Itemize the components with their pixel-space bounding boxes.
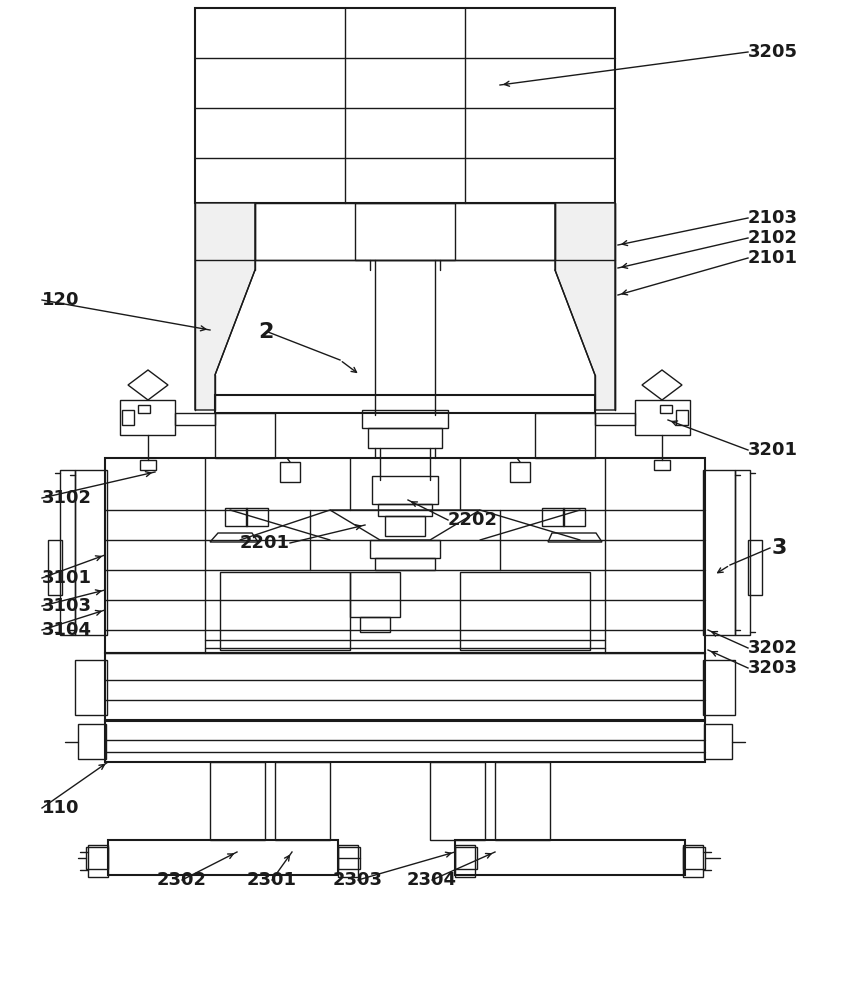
- Bar: [676, 410, 688, 425]
- Bar: [702, 660, 734, 715]
- Bar: [702, 470, 734, 635]
- Text: 2201: 2201: [240, 534, 290, 552]
- Bar: [107, 840, 338, 875]
- Bar: [105, 458, 705, 653]
- Text: 2103: 2103: [747, 209, 797, 227]
- Bar: [75, 470, 107, 635]
- Text: 2302: 2302: [157, 871, 206, 889]
- Bar: [509, 462, 530, 482]
- Text: 3: 3: [771, 538, 786, 558]
- Bar: [75, 660, 107, 715]
- Bar: [338, 847, 360, 869]
- Bar: [255, 203, 554, 260]
- Text: 110: 110: [42, 799, 79, 817]
- Bar: [105, 653, 705, 721]
- Text: 2301: 2301: [247, 871, 297, 889]
- Bar: [635, 400, 689, 435]
- Bar: [48, 540, 62, 595]
- Bar: [378, 504, 432, 516]
- Bar: [682, 847, 705, 869]
- Text: 3203: 3203: [747, 659, 797, 677]
- Text: 3202: 3202: [747, 639, 797, 657]
- Polygon shape: [194, 203, 255, 410]
- Bar: [224, 508, 247, 526]
- Text: 120: 120: [42, 291, 79, 309]
- Bar: [140, 460, 156, 470]
- Text: 2303: 2303: [333, 871, 382, 889]
- Text: 3205: 3205: [747, 43, 797, 61]
- Bar: [280, 462, 299, 482]
- Bar: [653, 460, 670, 470]
- Bar: [374, 558, 434, 570]
- Bar: [747, 540, 761, 595]
- Bar: [220, 572, 350, 650]
- Bar: [355, 203, 455, 260]
- Bar: [455, 840, 684, 875]
- Bar: [362, 410, 448, 428]
- Text: 2304: 2304: [407, 871, 456, 889]
- Bar: [595, 413, 635, 425]
- Bar: [703, 724, 731, 759]
- Bar: [455, 847, 477, 869]
- Bar: [175, 413, 215, 425]
- Bar: [369, 540, 439, 558]
- Text: 3101: 3101: [42, 569, 92, 587]
- Bar: [368, 428, 442, 448]
- Bar: [372, 476, 438, 504]
- Text: 3103: 3103: [42, 597, 92, 615]
- Text: 3104: 3104: [42, 621, 92, 639]
- Bar: [215, 395, 595, 413]
- Text: 2202: 2202: [448, 511, 497, 529]
- Bar: [430, 762, 485, 840]
- Text: 2101: 2101: [747, 249, 797, 267]
- Bar: [120, 400, 175, 435]
- Bar: [495, 762, 549, 840]
- Bar: [275, 762, 329, 840]
- Bar: [86, 847, 107, 869]
- Bar: [78, 724, 106, 759]
- Bar: [460, 572, 589, 650]
- Bar: [659, 405, 671, 413]
- Bar: [350, 572, 399, 617]
- Bar: [360, 617, 390, 632]
- Bar: [194, 8, 614, 203]
- Bar: [542, 508, 563, 526]
- Bar: [210, 762, 264, 840]
- Bar: [385, 516, 425, 536]
- Bar: [534, 413, 595, 458]
- Bar: [138, 405, 150, 413]
- Text: 3102: 3102: [42, 489, 92, 507]
- Bar: [105, 720, 705, 762]
- Bar: [246, 508, 268, 526]
- Bar: [122, 410, 134, 425]
- Bar: [562, 508, 584, 526]
- Text: 2102: 2102: [747, 229, 797, 247]
- Bar: [215, 413, 275, 458]
- Polygon shape: [554, 203, 614, 410]
- Text: 3201: 3201: [747, 441, 797, 459]
- Text: 2: 2: [258, 322, 273, 342]
